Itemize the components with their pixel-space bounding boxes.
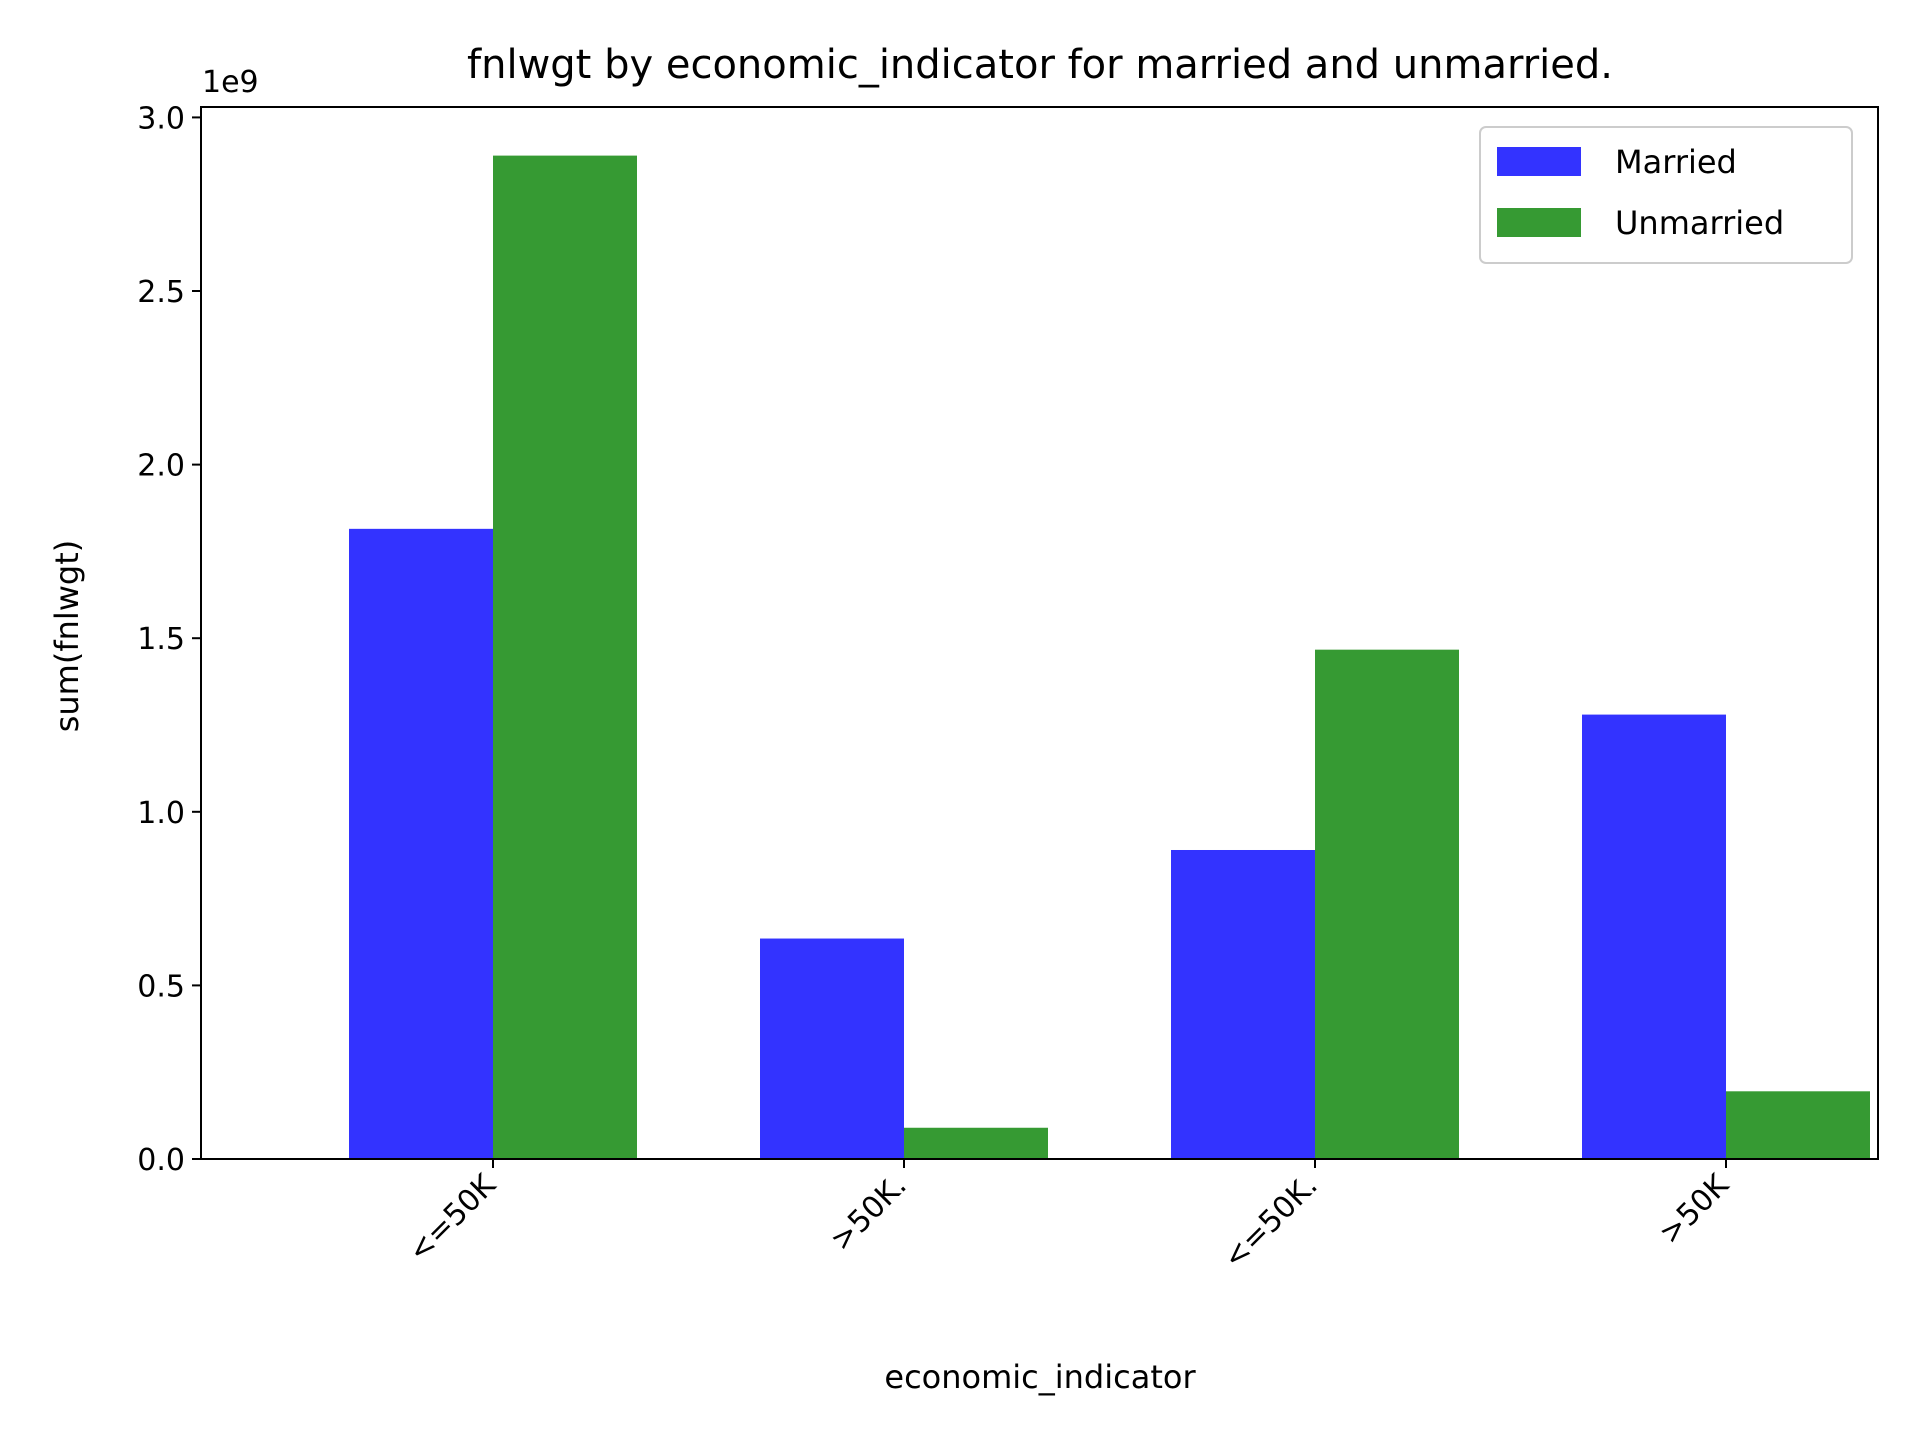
y-tick-label: 2.5: [137, 275, 185, 310]
y-axis-label: sum(fnlwgt): [48, 540, 86, 733]
plot-frame: [200, 106, 1879, 1160]
legend-swatch-unmarried: [1497, 208, 1581, 237]
legend: Married Unmarried: [1479, 126, 1853, 264]
bars-layer: [349, 155, 1870, 1160]
bar-unmarried-2: [1315, 649, 1459, 1159]
y-tick-label: 0.5: [137, 969, 185, 1004]
y-tick-label: 0.0: [137, 1143, 185, 1178]
bar-married-3: [1582, 714, 1726, 1159]
x-tick-label: <=50K.: [1217, 1168, 1325, 1276]
bar-married-0: [349, 528, 493, 1159]
chart-title: fnlwgt by economic_indicator for married…: [467, 42, 1613, 88]
bar-married-2: [1171, 849, 1315, 1159]
x-axis-label: economic_indicator: [884, 1358, 1196, 1396]
bar-unmarried-3: [1726, 1091, 1870, 1159]
legend-label-unmarried: Unmarried: [1615, 204, 1784, 242]
y-tick-label: 1.5: [137, 622, 185, 657]
legend-label-married: Married: [1615, 143, 1737, 181]
legend-swatch-married: [1497, 147, 1581, 176]
bar-unmarried-1: [904, 1127, 1048, 1159]
x-tick-label: >50K.: [823, 1168, 913, 1258]
y-tick-label: 3.0: [137, 101, 185, 136]
y-axis-offset-label: 1e9: [202, 65, 259, 100]
y-tick-label: 1.0: [137, 796, 185, 831]
bar-married-1: [760, 938, 904, 1159]
x-tick-label: >50K: [1652, 1167, 1736, 1251]
y-tick-label: 2.0: [137, 449, 185, 484]
x-tick-label: <=50K: [401, 1167, 503, 1269]
bar-unmarried-0: [493, 155, 637, 1160]
